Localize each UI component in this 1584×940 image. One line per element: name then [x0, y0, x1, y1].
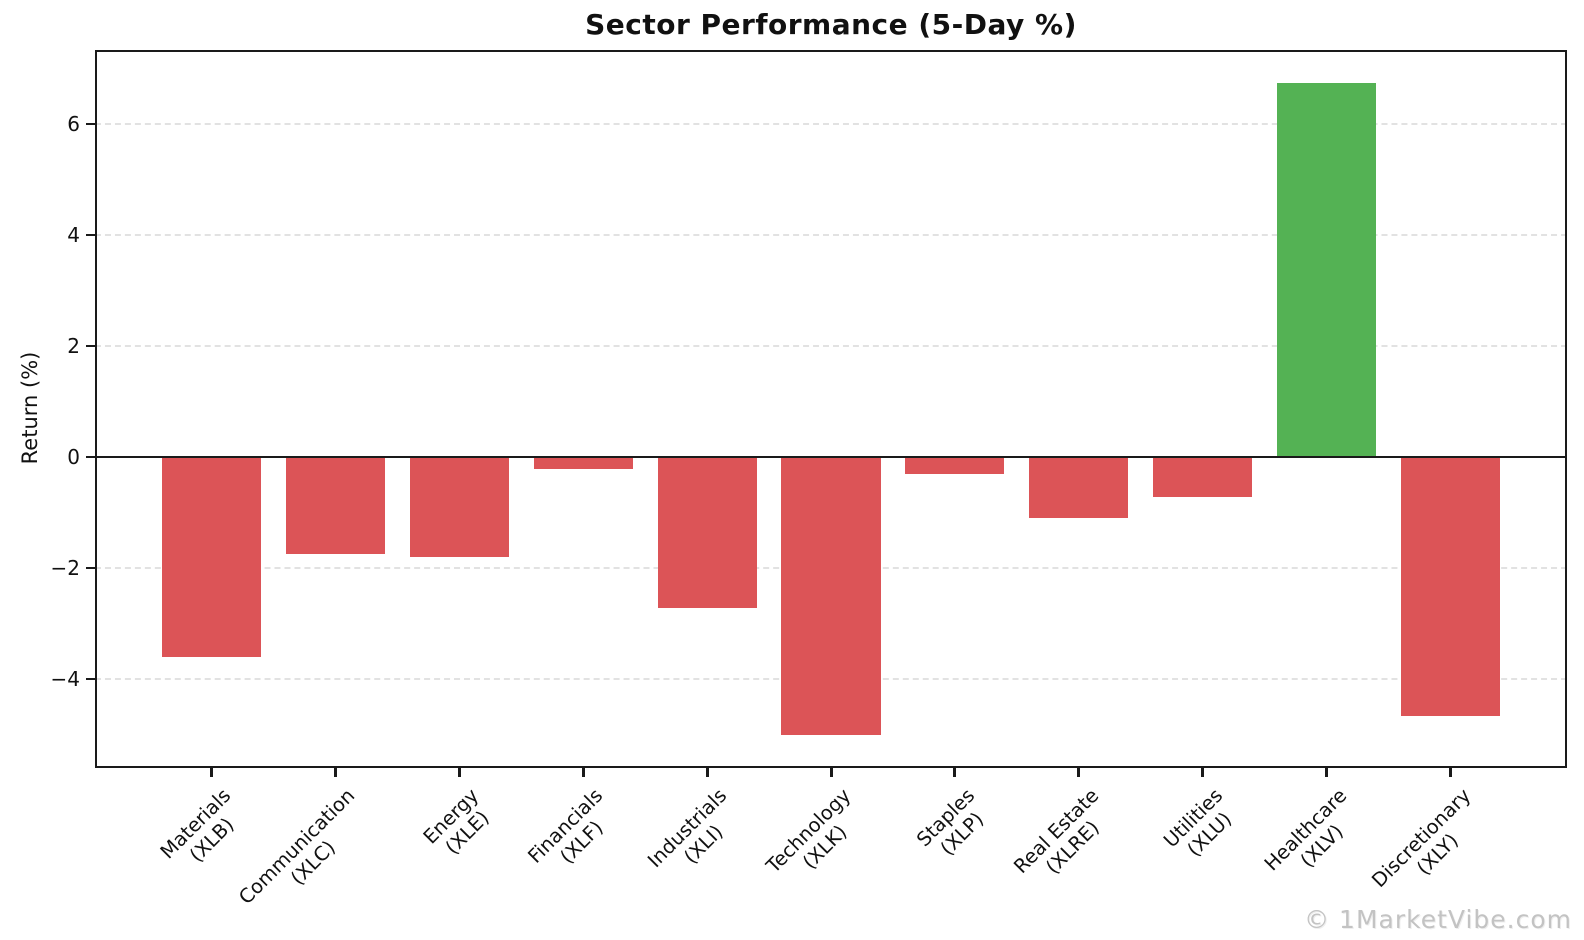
bar-xlk — [781, 456, 881, 736]
bar-xlp — [905, 456, 1005, 475]
grid-line — [95, 233, 1567, 236]
bar-xlb — [161, 456, 262, 657]
x-axis-tick — [1077, 768, 1081, 777]
y-tick-label: −4 — [50, 666, 80, 691]
y-axis-tick — [86, 455, 95, 459]
x-tick-label: Communication (XLC) — [235, 784, 376, 925]
x-tick-label: Healthcare (XLV) — [1259, 784, 1367, 892]
watermark-text: © 1MarketVibe.com — [1304, 905, 1572, 934]
bar-xly — [1400, 456, 1501, 716]
y-tick-label: 0 — [67, 444, 80, 469]
bar-xle — [409, 456, 509, 557]
x-axis-tick — [953, 768, 957, 777]
bar-xlre — [1029, 456, 1129, 519]
x-tick-label: Energy (XLE) — [419, 784, 500, 865]
x-axis-tick — [581, 768, 585, 777]
bar-xlu — [1153, 456, 1253, 498]
y-axis-tick — [86, 344, 95, 348]
x-tick-label: Utilities (XLU) — [1159, 784, 1243, 868]
x-axis-tick — [333, 768, 337, 777]
x-axis-tick — [1449, 768, 1453, 777]
chart-title: Sector Performance (5-Day %) — [585, 8, 1077, 41]
y-tick-label: 2 — [67, 333, 80, 358]
bar-xlc — [285, 456, 385, 554]
x-axis-tick — [209, 768, 213, 777]
x-tick-label: Technology (XLK) — [762, 784, 872, 894]
y-tick-label: −2 — [50, 555, 80, 580]
zero-baseline — [95, 455, 1567, 459]
y-axis-tick — [86, 677, 95, 681]
y-tick-label: 6 — [67, 111, 80, 136]
grid-line — [95, 344, 1567, 347]
x-tick-label: Financials (XLF) — [524, 784, 624, 884]
x-tick-label: Staples (XLP) — [912, 784, 995, 867]
bar-xlf — [533, 456, 633, 470]
x-tick-label: Discretionary (XLY) — [1367, 784, 1491, 908]
y-axis-tick — [86, 566, 95, 570]
x-axis-tick — [457, 768, 461, 777]
x-tick-label: Industrials (XLI) — [643, 784, 747, 888]
x-axis-tick — [1325, 768, 1329, 777]
bar-xlv — [1277, 83, 1377, 457]
x-axis-tick — [705, 768, 709, 777]
x-axis-tick — [1201, 768, 1205, 777]
x-axis-tick — [829, 768, 833, 777]
y-axis-tick — [86, 233, 95, 237]
x-tick-label: Real Estate (XLRE) — [1009, 784, 1119, 894]
y-axis-tick — [86, 122, 95, 126]
y-tick-label: 4 — [67, 222, 80, 247]
bar-xli — [657, 456, 757, 609]
x-tick-label: Materials (XLB) — [156, 784, 252, 880]
grid-line — [95, 122, 1567, 125]
